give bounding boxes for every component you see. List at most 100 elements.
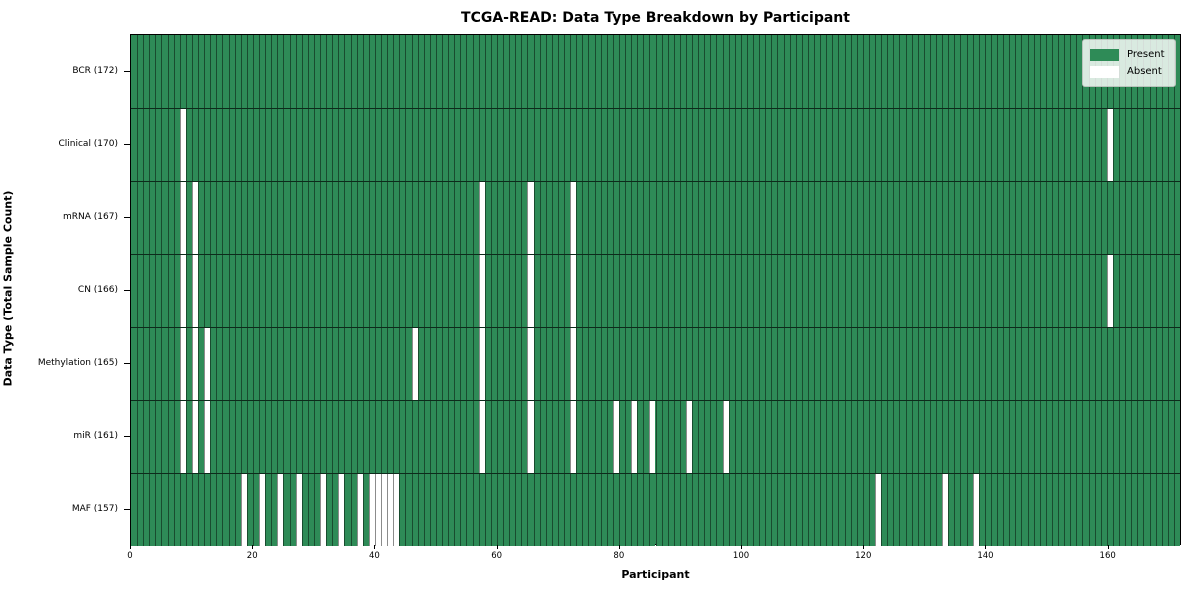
- heatmap-cell: [442, 182, 449, 254]
- heatmap-cell: [655, 401, 662, 473]
- heatmap-cell: [295, 109, 302, 181]
- y-tick-mark: [124, 508, 130, 510]
- heatmap-cell: [423, 35, 430, 108]
- heatmap-cell: [832, 182, 839, 254]
- heatmap-cell: [832, 328, 839, 400]
- y-tick-mark: [124, 289, 130, 291]
- heatmap-cell: [765, 474, 772, 546]
- heatmap-cell: [265, 255, 272, 327]
- heatmap-cell: [423, 474, 430, 546]
- heatmap-row-maf: [131, 473, 1180, 546]
- heatmap-cell: [893, 328, 900, 400]
- heatmap-cell: [551, 109, 558, 181]
- heatmap-cell: [844, 474, 851, 546]
- heatmap-cell: [222, 182, 229, 254]
- heatmap-cell: [149, 328, 156, 400]
- heatmap-cell: [618, 255, 625, 327]
- heatmap-cell: [1106, 182, 1113, 254]
- heatmap-cell: [338, 401, 345, 473]
- heatmap-cell: [503, 109, 510, 181]
- heatmap-cell: [332, 255, 339, 327]
- heatmap-cell: [387, 109, 394, 181]
- heatmap-cell: [496, 401, 504, 473]
- heatmap-cell: [503, 182, 510, 254]
- heatmap-cell: [673, 474, 680, 546]
- heatmap-cell: [838, 328, 845, 400]
- heatmap-cell: [740, 182, 747, 254]
- heatmap-cell: [887, 328, 894, 400]
- heatmap-cell: [978, 474, 985, 546]
- heatmap-cell: [923, 255, 930, 327]
- heatmap-cell: [692, 474, 699, 546]
- heatmap-cell: [295, 182, 302, 254]
- heatmap-cell: [149, 255, 156, 327]
- heatmap-cell: [515, 474, 522, 546]
- heatmap-cell: [1070, 109, 1077, 181]
- heatmap-cell: [814, 35, 821, 108]
- heatmap-cell: [978, 328, 985, 400]
- heatmap-cell: [1045, 328, 1052, 400]
- heatmap-cell: [1112, 255, 1119, 327]
- heatmap-cell: [545, 182, 552, 254]
- heatmap-cell: [966, 328, 973, 400]
- heatmap-cell: [643, 328, 650, 400]
- heatmap-cell: [1051, 35, 1059, 108]
- x-tick-mark: [985, 545, 987, 549]
- heatmap-cell: [838, 182, 845, 254]
- heatmap-cell: [362, 182, 369, 254]
- x-tick-mark: [741, 545, 743, 549]
- heatmap-cell: [393, 182, 400, 254]
- heatmap-cell: [679, 401, 686, 473]
- heatmap-cell: [673, 35, 680, 108]
- heatmap-cell: [856, 474, 863, 546]
- heatmap-cell: [143, 328, 150, 400]
- heatmap-cell: [143, 474, 150, 546]
- heatmap-cell: [917, 255, 924, 327]
- heatmap-cell: [1009, 401, 1016, 473]
- heatmap-cell: [716, 255, 723, 327]
- heatmap-cell: [740, 328, 747, 400]
- x-tick-label: 0: [127, 551, 133, 561]
- heatmap-cell: [1149, 255, 1156, 327]
- heatmap-cell: [954, 35, 961, 108]
- x-tick-label: 60: [491, 551, 503, 561]
- heatmap-cell: [661, 401, 668, 473]
- heatmap-cell: [771, 35, 778, 108]
- heatmap-cell: [1021, 109, 1028, 181]
- heatmap-cell: [893, 35, 900, 108]
- heatmap-cell: [1082, 182, 1089, 254]
- heatmap-cell: [240, 35, 247, 108]
- heatmap-cell: [1088, 109, 1095, 181]
- heatmap-cell: [271, 35, 278, 108]
- heatmap-cell: [600, 35, 607, 108]
- heatmap-cell: [984, 109, 991, 181]
- heatmap-cell: [807, 182, 815, 254]
- heatmap-cell: [746, 401, 754, 473]
- heatmap-cell: [850, 109, 857, 181]
- heatmap-cell: [997, 182, 1004, 254]
- heatmap-cell: [527, 109, 534, 181]
- heatmap-cell: [667, 35, 674, 108]
- heatmap-cell: [600, 182, 607, 254]
- heatmap-cell: [289, 182, 296, 254]
- heatmap-cell: [490, 474, 497, 546]
- heatmap-cell: [661, 35, 668, 108]
- heatmap-cell: [899, 109, 906, 181]
- heatmap-cell: [801, 474, 808, 546]
- heatmap-cell: [1027, 474, 1034, 546]
- heatmap-cell: [161, 255, 168, 327]
- heatmap-cell: [777, 328, 784, 400]
- heatmap-cell: [990, 109, 998, 181]
- heatmap-cell: [625, 255, 632, 327]
- heatmap-cell: [521, 401, 528, 473]
- heatmap-cell: [374, 474, 382, 546]
- heatmap-cell: [289, 35, 296, 108]
- heatmap-cell: [1051, 401, 1059, 473]
- heatmap-cell: [1137, 109, 1144, 181]
- heatmap-cell: [801, 182, 808, 254]
- heatmap-cell: [954, 328, 961, 400]
- heatmap-cell: [942, 474, 949, 546]
- heatmap-cell: [966, 255, 973, 327]
- heatmap-cell: [984, 401, 991, 473]
